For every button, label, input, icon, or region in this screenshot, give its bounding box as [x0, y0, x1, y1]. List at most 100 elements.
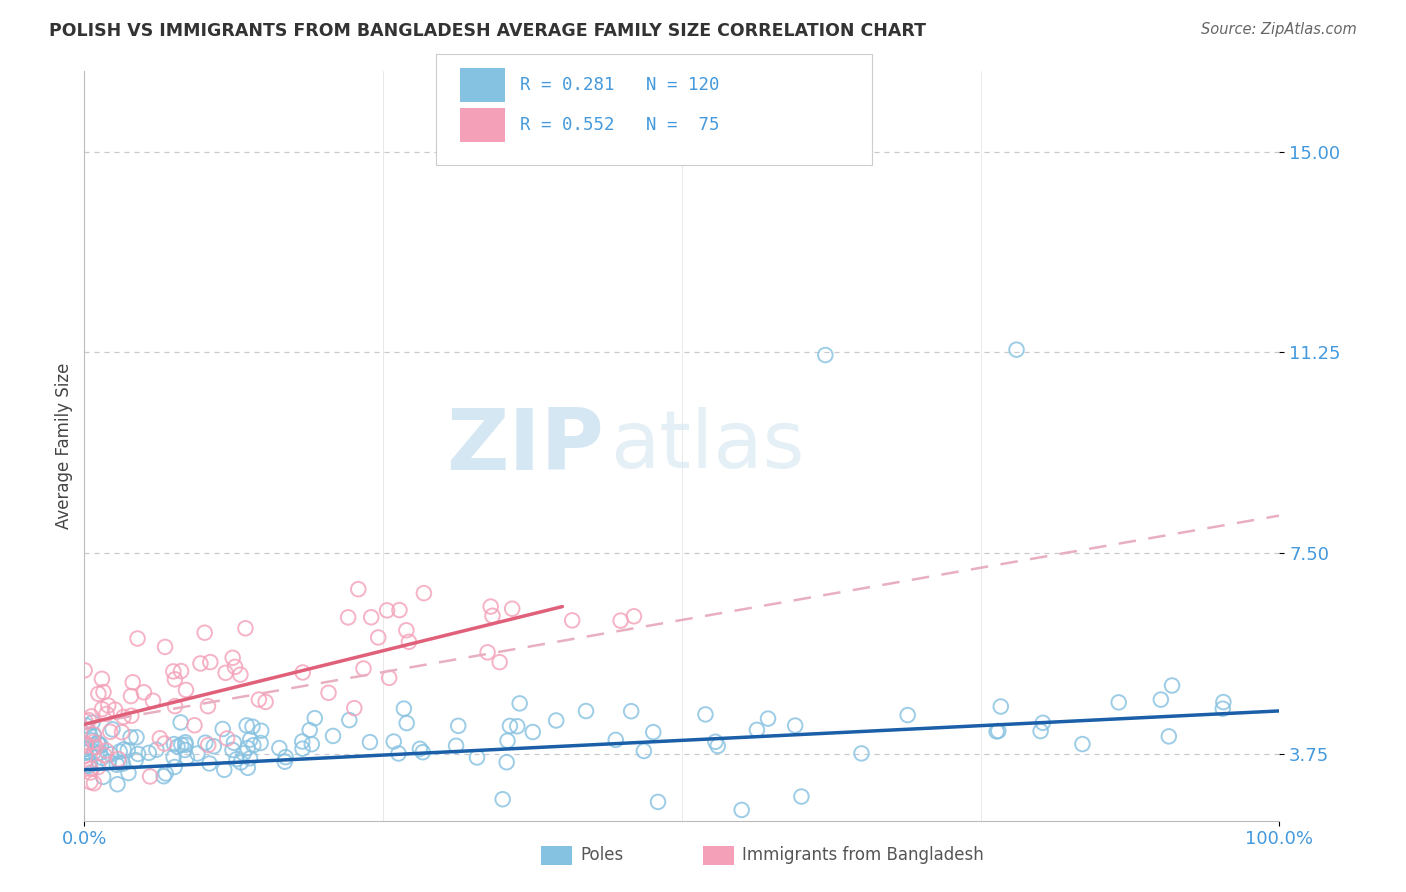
Point — [90, 672, 112, 686]
Point — [214, 665, 236, 680]
Point — [254, 695, 277, 709]
Point — [170, 738, 193, 752]
Point — [1032, 715, 1054, 730]
Point — [75, 759, 97, 773]
Point — [444, 739, 467, 753]
Point — [232, 747, 254, 761]
Point — [163, 760, 186, 774]
Point — [990, 699, 1012, 714]
Point — [163, 699, 186, 714]
Point — [506, 719, 529, 733]
Point — [236, 761, 259, 775]
Point — [202, 739, 225, 754]
Point — [790, 789, 813, 804]
Point — [239, 751, 262, 765]
Point — [153, 640, 176, 654]
Point — [112, 710, 135, 724]
Point — [229, 667, 252, 681]
Point — [163, 737, 186, 751]
Point — [169, 715, 191, 730]
Point — [236, 741, 259, 756]
Point — [90, 739, 112, 753]
Point — [229, 756, 252, 770]
Point — [75, 739, 97, 753]
Point — [111, 756, 134, 771]
Point — [145, 742, 167, 756]
Point — [225, 752, 247, 766]
Point — [93, 747, 115, 762]
Point — [353, 661, 375, 675]
Text: Immigrants from Bangladesh: Immigrants from Bangladesh — [742, 847, 984, 864]
Point — [163, 673, 186, 687]
Point — [197, 738, 219, 752]
Point — [546, 714, 568, 728]
Point — [83, 745, 105, 759]
Point — [375, 603, 398, 617]
Point — [91, 702, 114, 716]
Point — [239, 732, 262, 747]
Point — [105, 757, 128, 772]
Point — [111, 725, 134, 739]
Point — [242, 720, 264, 734]
Point — [98, 724, 121, 739]
Point — [75, 714, 97, 729]
Point — [120, 689, 142, 703]
Point — [132, 685, 155, 699]
Point — [75, 746, 97, 760]
Point — [73, 742, 96, 756]
Point — [605, 733, 627, 747]
Point — [347, 582, 370, 597]
Point — [80, 709, 103, 723]
Point — [73, 749, 96, 764]
Point — [149, 731, 172, 746]
Point — [101, 723, 124, 737]
Point — [301, 737, 323, 751]
Point — [120, 731, 142, 745]
Point — [756, 712, 779, 726]
Point — [492, 792, 515, 806]
Point — [170, 664, 193, 678]
Point — [87, 687, 110, 701]
Text: atlas: atlas — [610, 407, 804, 485]
Text: Source: ZipAtlas.com: Source: ZipAtlas.com — [1201, 22, 1357, 37]
Point — [575, 704, 598, 718]
Point — [91, 751, 114, 765]
Point — [447, 719, 470, 733]
Point — [117, 766, 139, 780]
Point — [291, 734, 314, 748]
Point — [107, 752, 129, 766]
Point — [337, 610, 360, 624]
Point — [75, 754, 97, 768]
Point — [197, 699, 219, 714]
Point — [851, 747, 873, 761]
Point — [91, 770, 114, 784]
Point — [176, 750, 198, 764]
Point — [412, 586, 434, 600]
Point — [1150, 692, 1173, 706]
Point — [274, 755, 297, 769]
Point — [242, 738, 264, 752]
Point — [695, 707, 717, 722]
Point — [382, 734, 405, 748]
Point — [174, 682, 197, 697]
Point — [211, 722, 233, 736]
Point — [83, 727, 105, 741]
Point — [250, 723, 273, 738]
Point — [814, 348, 837, 362]
Point — [388, 603, 411, 617]
Point — [83, 729, 105, 743]
Point — [80, 733, 103, 747]
Point — [269, 741, 291, 756]
Point — [83, 776, 105, 790]
Point — [412, 745, 434, 759]
Point — [496, 733, 519, 747]
Point — [395, 624, 418, 638]
Point — [108, 756, 131, 770]
Point — [499, 719, 522, 733]
Point — [127, 747, 149, 761]
Point — [620, 704, 643, 718]
Point — [509, 697, 531, 711]
Point — [120, 708, 142, 723]
Point — [183, 718, 205, 732]
Point — [108, 745, 131, 759]
